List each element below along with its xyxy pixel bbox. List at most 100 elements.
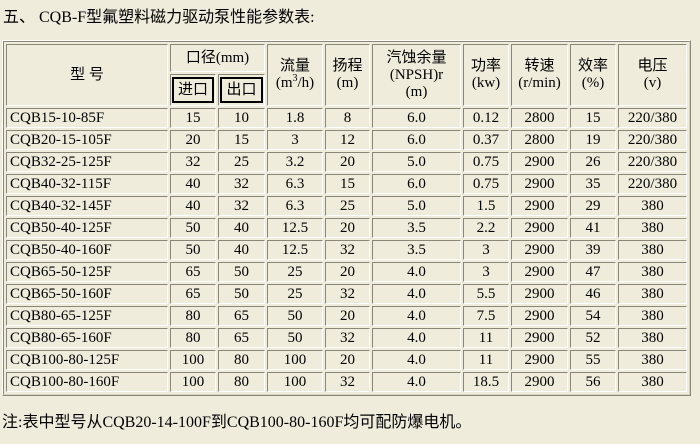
cell-voltage: 380 bbox=[618, 372, 687, 392]
cell-npsh: 4.0 bbox=[372, 262, 462, 282]
cell-speed: 2900 bbox=[511, 372, 569, 392]
cell-power: 1.5 bbox=[463, 196, 510, 216]
header-power-label: 功率 bbox=[471, 58, 502, 74]
cell-model: CQB100-80-160F bbox=[6, 372, 168, 392]
cell-efficiency: 56 bbox=[570, 372, 617, 392]
cell-npsh: 5.0 bbox=[372, 196, 462, 216]
cell-model: CQB100-80-125F bbox=[6, 350, 168, 370]
table-row: CQB50-40-125F 50 40 12.5 20 3.5 2.2 2900… bbox=[6, 218, 687, 238]
header-power-unit: (kw) bbox=[471, 75, 501, 91]
cell-outlet: 50 bbox=[218, 284, 266, 304]
cell-voltage: 220/380 bbox=[618, 152, 687, 172]
table-row: CQB20-15-105F 20 15 3 12 6.0 0.37 2800 1… bbox=[6, 130, 687, 150]
cell-inlet: 80 bbox=[170, 306, 216, 326]
table-row: CQB15-10-85F 15 10 1.8 8 6.0 0.12 2800 1… bbox=[6, 108, 687, 128]
header-efficiency: 效率 (%) bbox=[570, 44, 617, 106]
cell-npsh: 4.0 bbox=[372, 328, 462, 348]
cell-npsh: 4.0 bbox=[372, 284, 462, 304]
cell-npsh: 4.0 bbox=[372, 372, 462, 392]
cell-flow: 50 bbox=[267, 328, 324, 348]
cell-efficiency: 46 bbox=[570, 284, 617, 304]
cell-outlet: 10 bbox=[218, 108, 266, 128]
cell-speed: 2900 bbox=[511, 174, 569, 194]
cell-head: 32 bbox=[325, 284, 371, 304]
header-model: 型 号 bbox=[6, 44, 168, 106]
cell-head: 25 bbox=[325, 196, 371, 216]
cell-inlet: 100 bbox=[170, 372, 216, 392]
header-inlet-box: 进口 bbox=[172, 77, 214, 103]
cell-outlet: 65 bbox=[218, 306, 266, 326]
cell-inlet: 65 bbox=[170, 262, 216, 282]
cell-voltage: 380 bbox=[618, 284, 687, 304]
cell-inlet: 40 bbox=[170, 174, 216, 194]
header-flow-unit-superscript: 3 bbox=[292, 73, 298, 84]
cell-npsh: 6.0 bbox=[372, 108, 462, 128]
cell-npsh: 4.0 bbox=[372, 306, 462, 326]
cell-flow: 3 bbox=[267, 130, 324, 150]
header-diameter: 口径(mm) bbox=[170, 44, 266, 72]
cell-inlet: 15 bbox=[170, 108, 216, 128]
cell-power: 0.12 bbox=[463, 108, 510, 128]
header-npsh: 汽蚀余量 (NPSH)r (m) bbox=[372, 44, 462, 106]
cell-model: CQB65-50-160F bbox=[6, 284, 168, 304]
cell-speed: 2900 bbox=[511, 218, 569, 238]
cell-power: 18.5 bbox=[463, 372, 510, 392]
cell-efficiency: 19 bbox=[570, 130, 617, 150]
pump-parameters-table: 型 号 口径(mm) 流量 (m3/h) 扬程 (m) 汽蚀余量 (NPSH)r… bbox=[3, 41, 690, 395]
cell-flow: 6.3 bbox=[267, 174, 324, 194]
header-head-unit: (m) bbox=[336, 75, 359, 91]
cell-npsh: 6.0 bbox=[372, 130, 462, 150]
header-model-label: 型 号 bbox=[70, 66, 104, 83]
header-npsh-unit: (m) bbox=[405, 83, 428, 100]
cell-power: 2.2 bbox=[463, 218, 510, 238]
cell-flow: 100 bbox=[267, 372, 324, 392]
cell-head: 20 bbox=[325, 152, 371, 172]
cell-voltage: 380 bbox=[618, 328, 687, 348]
table-row: CQB100-80-160F 100 80 100 32 4.0 18.5 29… bbox=[6, 372, 687, 392]
cell-efficiency: 29 bbox=[570, 196, 617, 216]
cell-flow: 3.2 bbox=[267, 152, 324, 172]
header-flow-unit-open: (m bbox=[275, 75, 293, 91]
cell-speed: 2900 bbox=[511, 240, 569, 260]
cell-outlet: 65 bbox=[218, 328, 266, 348]
table-row: CQB32-25-125F 32 25 3.2 20 5.0 0.75 2900… bbox=[6, 152, 687, 172]
cell-speed: 2900 bbox=[511, 196, 569, 216]
cell-speed: 2900 bbox=[511, 306, 569, 326]
header-outlet-box: 出口 bbox=[220, 77, 264, 103]
cell-head: 8 bbox=[325, 108, 371, 128]
header-voltage: 电压 (v) bbox=[618, 44, 687, 106]
cell-outlet: 80 bbox=[218, 350, 266, 370]
cell-speed: 2900 bbox=[511, 152, 569, 172]
header-diameter-label: 口径(mm) bbox=[185, 49, 250, 66]
cell-inlet: 20 bbox=[170, 130, 216, 150]
cell-speed: 2800 bbox=[511, 130, 569, 150]
cell-model: CQB40-32-115F bbox=[6, 174, 168, 194]
cell-power: 0.75 bbox=[463, 152, 510, 172]
cell-voltage: 380 bbox=[618, 262, 687, 282]
cell-model: CQB80-65-160F bbox=[6, 328, 168, 348]
table-row: CQB80-65-125F 80 65 50 20 4.0 7.5 2900 5… bbox=[6, 306, 687, 326]
header-speed-unit: (r/min) bbox=[518, 75, 561, 91]
cell-npsh: 4.0 bbox=[372, 350, 462, 370]
cell-head: 12 bbox=[325, 130, 371, 150]
cell-head: 32 bbox=[325, 372, 371, 392]
cell-power: 5.5 bbox=[463, 284, 510, 304]
header-row-1: 型 号 口径(mm) 流量 (m3/h) 扬程 (m) 汽蚀余量 (NPSH)r… bbox=[6, 44, 687, 106]
cell-model: CQB40-32-145F bbox=[6, 196, 168, 216]
header-inlet-cell: 进口 bbox=[170, 74, 216, 106]
cell-outlet: 25 bbox=[218, 152, 266, 172]
cell-voltage: 220/380 bbox=[618, 108, 687, 128]
table-row: CQB40-32-145F 40 32 6.3 25 5.0 1.5 2900 … bbox=[6, 196, 687, 216]
cell-power: 11 bbox=[463, 350, 510, 370]
pump-parameters-table-wrap: 型 号 口径(mm) 流量 (m3/h) 扬程 (m) 汽蚀余量 (NPSH)r… bbox=[2, 40, 691, 396]
cell-model: CQB80-65-125F bbox=[6, 306, 168, 326]
cell-head: 20 bbox=[325, 350, 371, 370]
cell-model: CQB65-50-125F bbox=[6, 262, 168, 282]
cell-inlet: 50 bbox=[170, 240, 216, 260]
table-row: CQB65-50-125F 65 50 25 20 4.0 3 2900 47 … bbox=[6, 262, 687, 282]
cell-head: 32 bbox=[325, 240, 371, 260]
cell-outlet: 15 bbox=[218, 130, 266, 150]
cell-efficiency: 41 bbox=[570, 218, 617, 238]
cell-voltage: 380 bbox=[618, 240, 687, 260]
cell-speed: 2900 bbox=[511, 284, 569, 304]
